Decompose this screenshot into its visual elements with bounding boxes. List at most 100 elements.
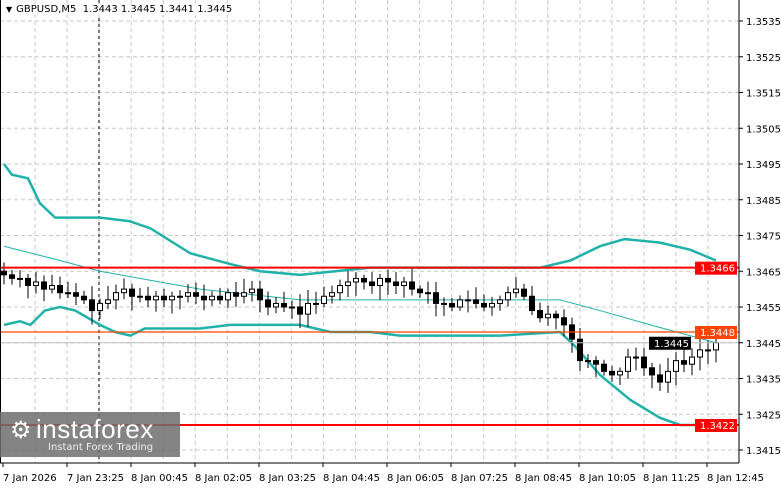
candle-body [297,306,303,315]
candle-body [313,302,319,305]
x-tick-label: 8 Jan 03:25 [259,473,316,484]
candle-body [25,277,31,287]
candle-body [185,292,191,297]
candle-body [137,295,143,298]
x-tick-label: 8 Jan 02:05 [195,473,252,484]
candle-body [361,277,367,283]
candle-body [489,302,495,308]
watermark-tagline: Instant Forex Trading [48,442,154,453]
candle-body [289,306,295,309]
chart-title: ▼ GBPUSD,M5 1.3443 1.3445 1.3441 1.3445 [6,4,236,15]
candle-body [49,285,55,290]
level-label-1.3448: 1.3448 [700,328,735,339]
level-tag-1.3422 [695,418,737,432]
candle-body [665,370,671,383]
candle-body [329,292,335,297]
candle-body [113,292,119,301]
candle-body [441,302,447,305]
candle-body [689,356,695,365]
candle-body [561,317,567,326]
y-tick-label: 1.3465 [746,267,781,278]
candle-body [233,292,239,297]
candle-body [593,360,599,365]
bollinger-lower-band [3,305,716,427]
candle-body [177,295,183,298]
candle-body [81,295,87,301]
candle-body [321,295,327,304]
dropdown-triangle-icon[interactable]: ▼ [6,5,13,14]
level-label-1.3445: 1.3445 [654,339,689,350]
level-tag-1.3466 [695,261,737,275]
candle-body [457,299,463,308]
candle-body [57,285,63,294]
candle-body [649,367,655,376]
x-tick-label: 8 Jan 10:05 [579,473,636,484]
candle-body [41,281,47,290]
candle-body [529,295,535,312]
candle-body [537,310,543,319]
bollinger-middle-band [3,245,717,344]
candle-body [225,292,231,301]
candle-body [473,299,479,304]
candle-body [481,302,487,308]
candle-body [513,288,519,294]
y-tick-label: 1.3495 [746,160,781,171]
candle-body [17,277,23,280]
candle-body [641,356,647,369]
candle-body [417,288,423,294]
level-label-1.3422: 1.3422 [700,421,735,432]
x-tick-label: 8 Jan 04:45 [323,473,380,484]
x-tick-label: 7 Jan 2026 [3,473,57,484]
candle-body [521,288,527,297]
candle-body [385,277,391,283]
candle-body [65,292,71,295]
candle-body [705,349,711,352]
candle-body [393,281,399,287]
candle-body [401,281,407,287]
candle-body [337,285,343,294]
candle-body [1,270,7,276]
candle-body [121,288,127,294]
candle-body [345,281,351,287]
y-tick-label: 1.3475 [746,232,781,243]
x-tick-label: 8 Jan 08:45 [515,473,572,484]
y-tick-label: 1.3505 [746,124,781,135]
candle-body [609,370,615,376]
candle-body [97,302,103,312]
candle-body [497,299,503,304]
x-tick-label: 8 Jan 12:45 [707,473,764,484]
instaforex-watermark: ⚙ instaforex Instant Forex Trading [0,412,180,457]
y-tick-label: 1.3445 [746,339,781,350]
candle-body [657,374,663,383]
candle-body [617,370,623,376]
candle-body [353,277,359,283]
ohlc-readout: 1.3443 1.3445 1.3441 1.3445 [82,4,233,15]
level-tag-1.3448 [695,326,737,340]
y-tick-label: 1.3455 [746,303,781,314]
candle-body [73,292,79,297]
x-tick-label: 8 Jan 06:05 [387,473,444,484]
candle-body [89,299,95,312]
candle-body [161,295,167,301]
candle-body [681,360,687,365]
watermark-logo: ⚙ instaforex [8,414,154,445]
candle-body [577,338,583,362]
candle-body [193,292,199,297]
candle-body [633,356,639,359]
candle-body [241,292,247,297]
candle-body [625,356,631,372]
y-tick-label: 1.3415 [746,446,781,457]
candle-body [449,302,455,308]
x-tick-label: 8 Jan 00:45 [131,473,188,484]
y-tick-label: 1.3525 [746,53,781,64]
candle-body [153,295,159,301]
candle-body [369,281,375,287]
candle-body [129,288,135,297]
candle-body [169,295,175,301]
candle-body [601,363,607,372]
bollinger-upper-band [2,163,717,277]
x-tick-label: 8 Jan 07:25 [451,473,508,484]
candle-body [201,295,207,301]
candle-body [217,295,223,301]
